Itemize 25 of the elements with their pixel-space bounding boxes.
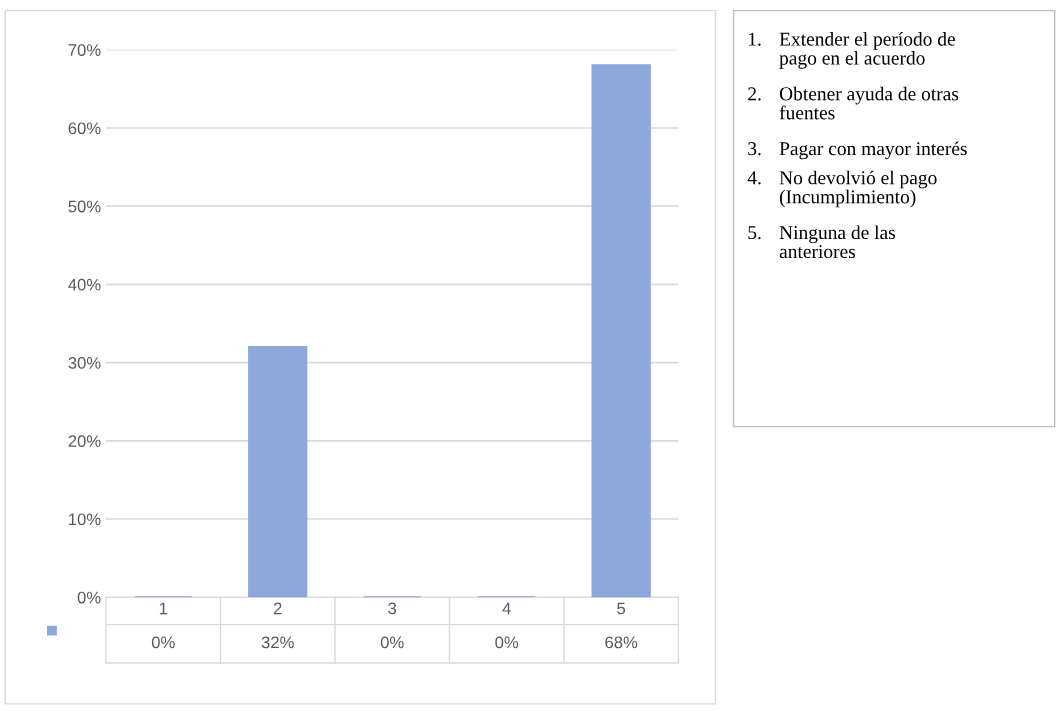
bar [591, 64, 651, 598]
data-label: 0% [380, 636, 404, 649]
y-tick-label: 0% [77, 591, 101, 604]
y-tick-label: 50% [68, 200, 101, 213]
text: 5. Ninguna de las anteriores [748, 225, 896, 259]
text: 1. Extender el período de pago en el acuerdo [749, 31, 955, 69]
x-tick-label: 2 [273, 602, 282, 615]
x-tick-label: 4 [502, 602, 511, 615]
y-tick-label: 10% [69, 513, 101, 526]
text: 4. No devolvió el pago (Incumplimiento) [747, 170, 937, 208]
x-tick-label: 3 [388, 602, 397, 615]
y-tick-label: 30% [68, 357, 101, 369]
x-tick-label: 1 [159, 602, 168, 615]
y-tick-label: 70% [68, 44, 101, 56]
data-label: 0% [151, 636, 175, 649]
text: 3. Pagar con mayor interés [748, 141, 967, 160]
data-label: 68% [605, 636, 638, 649]
y-tick-label: 60% [68, 122, 101, 135]
data-label: 32% [261, 636, 294, 649]
text: 2. Obtener ayuda de otras fuentes [748, 86, 959, 120]
data-label: 0% [495, 636, 519, 649]
y-tick-label: 20% [68, 435, 101, 448]
bar [248, 345, 308, 598]
x-tick-label: 5 [617, 602, 626, 615]
y-tick-label: 40% [68, 278, 101, 291]
